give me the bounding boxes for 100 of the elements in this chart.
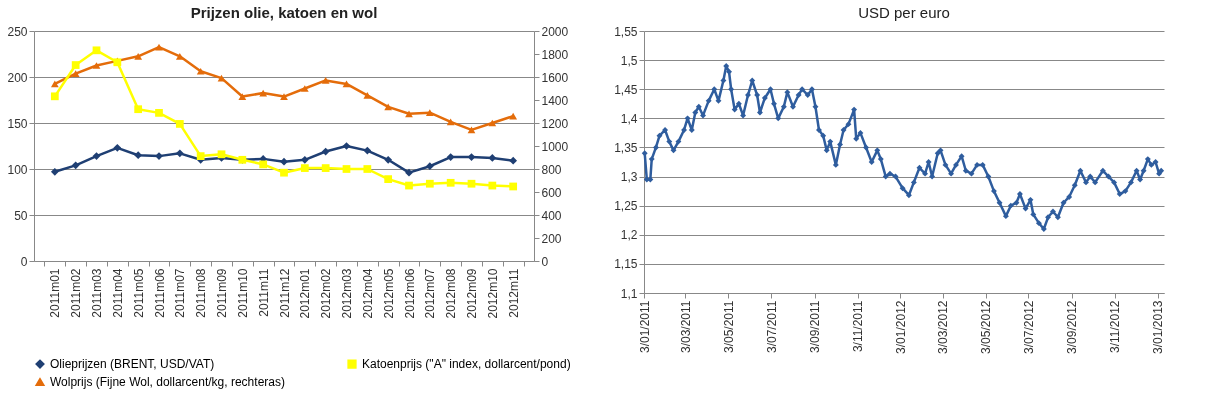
x-tick-label: 2011m09 xyxy=(215,268,229,318)
y-tick-label: 150 xyxy=(7,116,28,131)
point xyxy=(238,93,247,100)
x-tick-label: 3/01/2013 xyxy=(1151,300,1166,354)
y2-tick-label: 1000 xyxy=(541,139,569,154)
y-tick-label: 200 xyxy=(7,70,28,85)
x-tick-label: 2012m07 xyxy=(423,268,438,319)
point xyxy=(321,147,330,156)
y-tick-label: 50 xyxy=(14,208,28,223)
point xyxy=(425,162,434,171)
y-tick-label: 1,4 xyxy=(620,111,638,126)
point xyxy=(113,143,122,152)
point xyxy=(300,155,309,164)
point xyxy=(71,70,80,77)
point xyxy=(175,149,184,158)
y-tick-label: 1,35 xyxy=(614,140,638,155)
x-tick-label: 3/01/2011 xyxy=(637,300,652,353)
x-tick-label: 3/03/2012 xyxy=(936,300,951,354)
point xyxy=(488,154,497,162)
point xyxy=(342,80,351,88)
point xyxy=(405,181,413,190)
point xyxy=(217,74,226,82)
point xyxy=(384,175,393,183)
x-tick-label: 2012m04 xyxy=(360,268,375,319)
point xyxy=(134,105,143,114)
x-tick-label: 3/11/2012 xyxy=(1108,300,1123,353)
y-tick-label: 1,55 xyxy=(614,24,638,39)
x-tick-label: 2012m06 xyxy=(402,268,417,319)
y2-tick-label: 800 xyxy=(541,162,562,177)
x-tick-label: 2012m05 xyxy=(381,268,396,319)
x-tick-label: 2011m12 xyxy=(277,268,292,318)
point xyxy=(175,120,184,128)
x-tick-label: 3/05/2011 xyxy=(721,300,736,353)
y2-tick-label: 600 xyxy=(541,185,562,200)
x-tick-label: 2011m01 xyxy=(48,268,63,318)
point xyxy=(280,93,288,100)
y-tick-label: 1,15 xyxy=(614,257,638,272)
x-tick-label: 2011m08 xyxy=(194,268,209,318)
legend-label: Olieprijzen (BRENT, USD/VAT) xyxy=(50,357,215,372)
point xyxy=(50,80,59,88)
y2-tick-label: 2000 xyxy=(541,24,569,39)
point xyxy=(488,181,497,190)
point xyxy=(175,52,184,60)
point xyxy=(425,179,434,188)
legend-label: Wolprijs (Fijne Wol, dollarcent/kg, rechteras) xyxy=(50,375,285,389)
legend-label: Katoenprijs ("A" index, dollarcent/pond) xyxy=(362,357,571,372)
x-tick-label: 3/09/2012 xyxy=(1065,300,1080,354)
y-tick-label: 1,5 xyxy=(620,53,638,68)
y-tick-label: 250 xyxy=(7,24,28,39)
x-tick-label: 2011m03 xyxy=(90,268,104,318)
point xyxy=(134,52,143,60)
x-tick-label: 2012m11 xyxy=(506,268,521,318)
y2-tick-label: 400 xyxy=(541,208,562,223)
x-tick-label: 2012m10 xyxy=(485,268,500,319)
point xyxy=(134,151,143,160)
point xyxy=(71,161,80,170)
y2-tick-label: 1200 xyxy=(541,116,569,131)
y-tick-label: 100 xyxy=(7,162,28,177)
point xyxy=(363,146,372,155)
point xyxy=(467,153,476,161)
y-tick-label: 1,3 xyxy=(620,170,638,185)
x-tick-label: 3/05/2012 xyxy=(979,300,994,354)
x-tick-label: 2011m04 xyxy=(110,268,125,318)
x-tick-label: 2011m06 xyxy=(152,268,167,318)
chart-title: USD per euro xyxy=(858,4,950,21)
y2-tick-label: 1800 xyxy=(541,47,569,62)
point xyxy=(363,92,372,99)
point xyxy=(446,153,455,161)
point xyxy=(467,179,476,188)
x-tick-label: 2012m02 xyxy=(319,268,334,319)
x-tick-label: 2012m01 xyxy=(298,268,313,319)
point xyxy=(467,126,476,134)
point xyxy=(259,160,268,169)
point xyxy=(509,182,518,191)
x-tick-label: 2011m11 xyxy=(256,268,271,317)
point xyxy=(425,109,434,116)
point xyxy=(384,103,393,111)
point xyxy=(405,168,413,177)
x-tick-label: 3/01/2012 xyxy=(893,300,908,354)
point xyxy=(509,156,518,165)
point xyxy=(446,118,455,126)
point xyxy=(321,77,330,84)
point xyxy=(92,152,101,160)
point xyxy=(92,46,101,55)
x-tick-label: 2011m05 xyxy=(131,268,146,318)
y2-tick-label: 1600 xyxy=(541,70,569,85)
y2-tick-label: 0 xyxy=(541,254,549,269)
point xyxy=(446,178,455,187)
point xyxy=(342,142,351,150)
point xyxy=(321,164,330,172)
y-tick-label: 1,1 xyxy=(620,286,638,301)
x-tick-label: 2012m03 xyxy=(340,268,354,319)
point xyxy=(155,109,163,117)
point xyxy=(300,85,309,92)
point xyxy=(50,167,59,176)
point xyxy=(50,92,59,101)
y-tick-label: 1,45 xyxy=(614,82,638,97)
point xyxy=(280,168,288,177)
x-tick-label: 2011m10 xyxy=(235,268,250,318)
point xyxy=(71,61,80,69)
